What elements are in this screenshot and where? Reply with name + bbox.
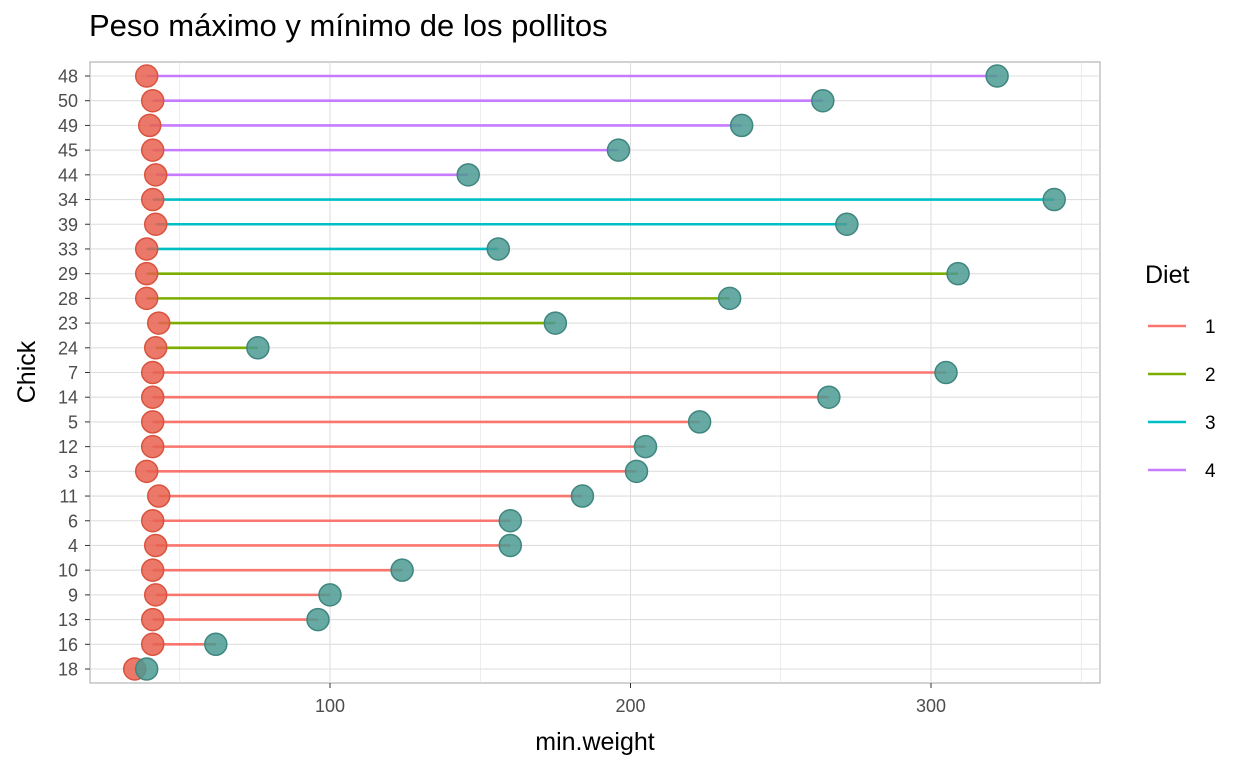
x-axis-title: min.weight [535,728,655,756]
max-point-chick-48 [985,64,1009,88]
max-point-chick-34 [1042,187,1066,212]
y-tick-label: 16 [58,635,78,655]
y-tick-label: 23 [58,314,78,334]
y-tick-label: 5 [68,412,78,432]
x-axis: 100 200 300 [315,683,946,716]
min-point-chick-50 [140,88,165,113]
min-point-chick-29 [134,261,159,286]
min-point-chick-45 [140,138,165,162]
y-tick-label: 7 [68,363,78,383]
max-point-chick-11 [570,484,595,508]
legend-label: 1 [1205,317,1216,338]
y-tick-label: 39 [58,215,78,235]
min-point-chick-24 [143,336,168,360]
min-point-chick-33 [134,237,159,261]
y-tick-label: 13 [58,610,78,630]
x-tick-label: 100 [315,696,345,716]
y-tick-label: 4 [68,536,78,556]
legend-title: Diet [1145,261,1190,289]
min-point-chick-9 [143,583,168,607]
max-point-chick-23 [543,311,568,335]
min-point-chick-12 [140,434,165,459]
max-point-chick-16 [204,632,228,657]
max-point-chick-33 [486,237,511,261]
min-point-chick-10 [140,558,165,582]
legend-label: 3 [1205,413,1216,434]
max-point-chick-50 [811,88,835,113]
max-point-chick-39 [835,212,859,236]
max-point-chick-3 [624,459,649,484]
max-point-chick-5 [687,410,712,434]
max-point-chick-24 [246,336,270,360]
y-tick-label: 49 [58,116,78,136]
min-point-chick-5 [140,410,165,434]
max-point-chick-6 [498,509,523,533]
y-tick-label: 14 [58,388,78,408]
y-tick-label: 50 [58,91,78,111]
y-tick-label: 45 [58,141,78,161]
y-tick-label: 3 [68,462,78,482]
y-tick-label: 28 [58,289,78,309]
x-tick-label: 200 [615,696,645,716]
max-point-chick-12 [633,434,658,459]
legend: Diet 1 2 3 4 [1145,261,1216,482]
y-tick-label: 29 [58,264,78,284]
y-tick-label: 48 [58,67,78,87]
series-points [122,64,1066,681]
y-tick-label: 44 [58,165,78,185]
max-point-chick-28 [717,286,742,311]
y-tick-label: 10 [58,561,78,581]
legend-label: 4 [1205,461,1216,482]
max-point-chick-45 [606,138,631,162]
legend-label: 2 [1205,365,1216,386]
min-point-chick-16 [140,632,165,657]
min-point-chick-7 [140,360,165,385]
y-tick-label: 33 [58,239,78,259]
max-point-chick-29 [946,261,970,286]
min-point-chick-14 [140,385,165,409]
y-tick-label: 34 [58,190,78,210]
y-axis-title: Chick [13,340,41,403]
min-point-chick-4 [143,533,168,558]
min-point-chick-13 [140,607,165,632]
min-point-chick-34 [140,187,165,212]
chart-title: Peso máximo y mínimo de los pollitos [89,8,608,43]
y-tick-label: 11 [59,487,78,507]
y-tick-label: 18 [58,660,78,680]
max-point-chick-7 [934,360,958,385]
min-point-chick-48 [134,64,159,88]
y-tick-label: 12 [58,437,78,457]
min-point-chick-6 [140,509,165,533]
max-point-chick-44 [456,163,480,187]
min-point-chick-28 [134,286,159,311]
max-point-chick-18 [134,657,159,681]
y-axis: 48 50 49 45 44 34 39 33 29 28 23 24 7 14 5 12 3 11 6 4 10 9 13… [58,67,90,680]
max-point-chick-10 [390,558,414,582]
min-point-chick-44 [143,163,168,187]
min-point-chick-49 [137,113,162,138]
min-point-chick-23 [146,311,171,335]
max-point-chick-14 [817,385,841,409]
y-tick-label: 24 [58,338,78,358]
max-point-chick-49 [729,113,754,138]
min-point-chick-11 [146,484,171,508]
max-point-chick-13 [306,607,330,632]
max-point-chick-9 [318,583,342,607]
x-tick-label: 300 [916,696,946,716]
y-tick-label: 9 [68,585,78,605]
max-point-chick-4 [498,533,523,558]
y-tick-label: 6 [68,511,78,531]
min-point-chick-39 [143,212,168,236]
series-segments [134,74,1055,671]
min-point-chick-3 [134,459,159,484]
